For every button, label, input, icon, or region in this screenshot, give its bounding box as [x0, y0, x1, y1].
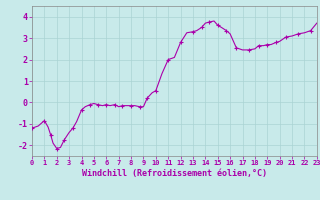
X-axis label: Windchill (Refroidissement éolien,°C): Windchill (Refroidissement éolien,°C): [82, 169, 267, 178]
